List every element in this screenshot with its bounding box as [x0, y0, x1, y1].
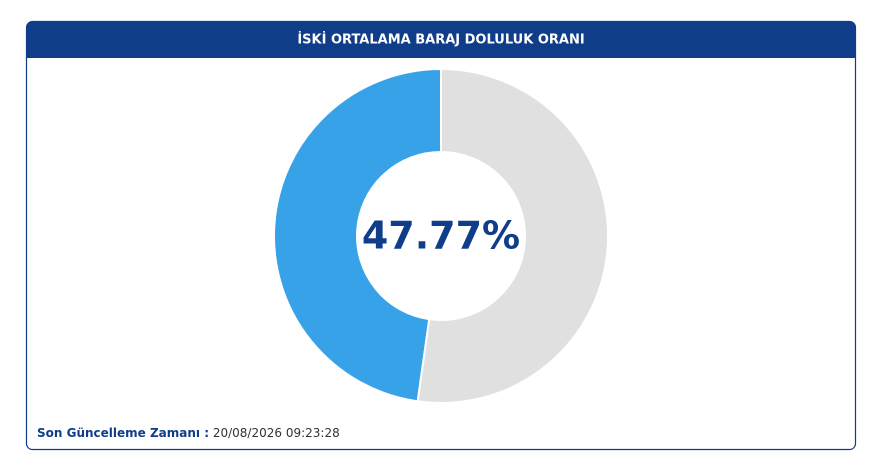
- chart-title: İSKİ ORTALAMA BARAJ DOLULUK ORANI: [297, 32, 584, 48]
- footer-label: Son Güncelleme Zamanı :: [37, 426, 209, 440]
- footer-value: 20/08/2026 09:23:28: [213, 426, 340, 440]
- donut-segment: [273, 67, 442, 403]
- footer: Son Güncelleme Zamanı : 20/08/2026 09:23…: [37, 426, 340, 440]
- center-value-label: 47.77%: [362, 214, 520, 258]
- card-header: [26, 21, 856, 58]
- donut-segment: [416, 67, 609, 404]
